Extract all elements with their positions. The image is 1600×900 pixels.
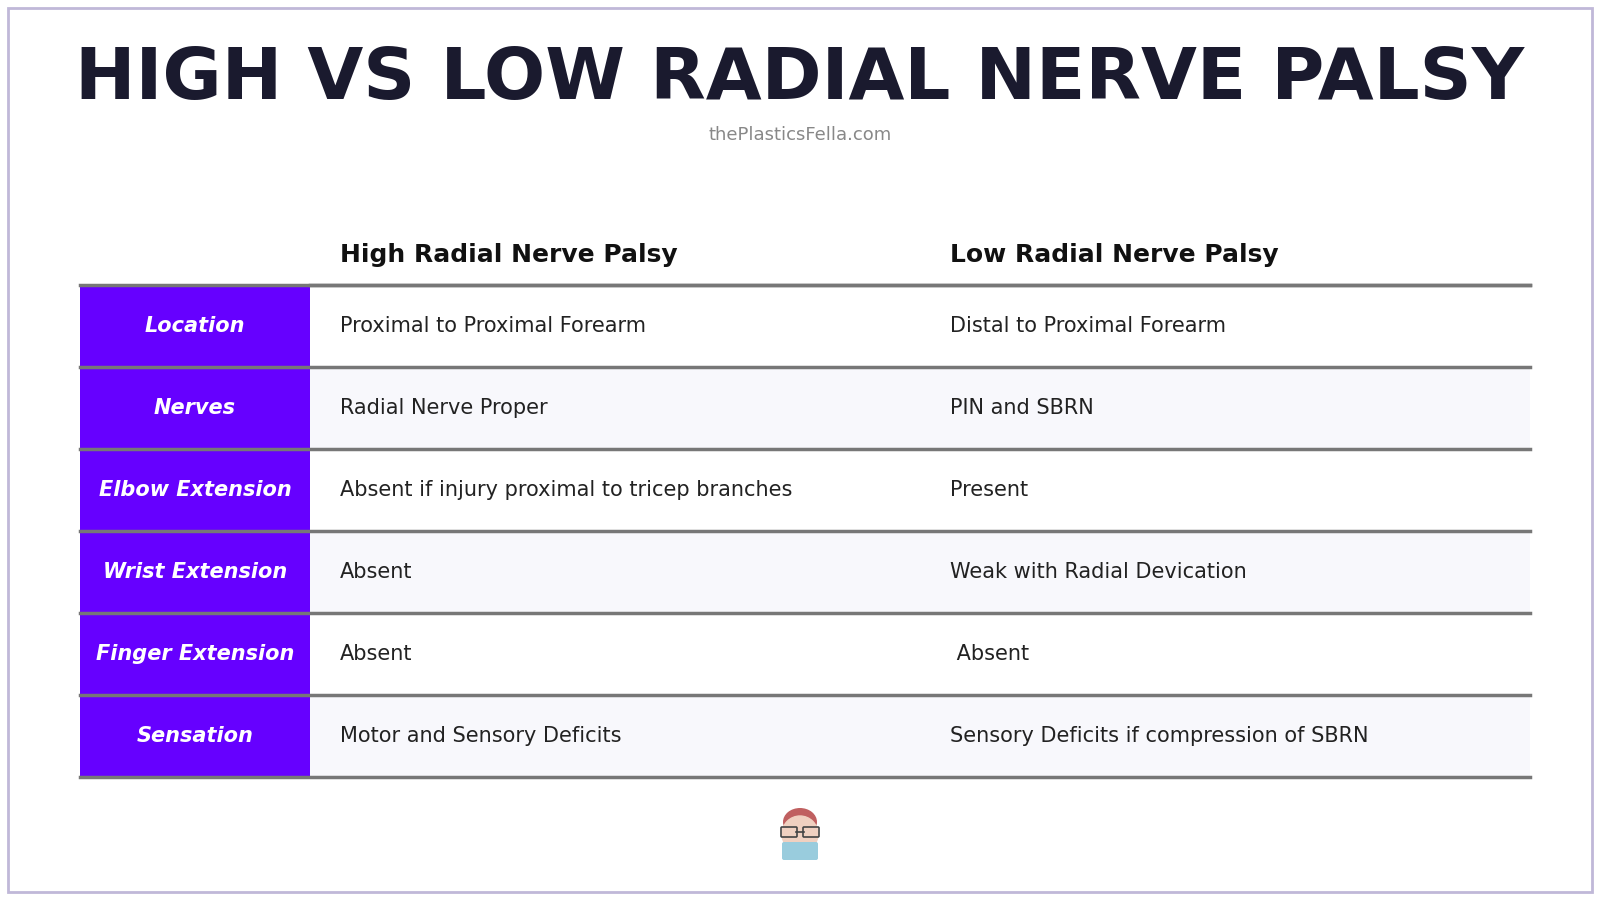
Bar (310, 449, 1530, 531)
Text: Sensory Deficits if compression of SBRN: Sensory Deficits if compression of SBRN (950, 726, 1368, 746)
Bar (80, 613, 310, 695)
Bar (80, 449, 310, 531)
Text: Sensation: Sensation (136, 726, 253, 746)
Bar (310, 613, 1530, 695)
Text: Present: Present (950, 480, 1029, 500)
Text: Absent if injury proximal to tricep branches: Absent if injury proximal to tricep bran… (339, 480, 792, 500)
Text: Absent: Absent (339, 562, 413, 582)
Bar (310, 367, 1530, 449)
Ellipse shape (782, 808, 818, 836)
Text: Low Radial Nerve Palsy: Low Radial Nerve Palsy (950, 243, 1278, 267)
Bar (80, 367, 310, 449)
Text: Proximal to Proximal Forearm: Proximal to Proximal Forearm (339, 316, 646, 336)
Bar (80, 285, 310, 367)
Bar (80, 695, 310, 777)
Text: Absent: Absent (950, 644, 1029, 664)
Text: High Radial Nerve Palsy: High Radial Nerve Palsy (339, 243, 678, 267)
Text: Absent: Absent (339, 644, 413, 664)
Text: Finger Extension: Finger Extension (96, 644, 294, 664)
Text: HIGH VS LOW RADIAL NERVE PALSY: HIGH VS LOW RADIAL NERVE PALSY (75, 46, 1525, 114)
FancyBboxPatch shape (782, 842, 818, 860)
Text: Wrist Extension: Wrist Extension (102, 562, 286, 582)
Text: Weak with Radial Devication: Weak with Radial Devication (950, 562, 1246, 582)
Text: Radial Nerve Proper: Radial Nerve Proper (339, 398, 547, 418)
Text: Motor and Sensory Deficits: Motor and Sensory Deficits (339, 726, 621, 746)
Text: Nerves: Nerves (154, 398, 237, 418)
Text: Distal to Proximal Forearm: Distal to Proximal Forearm (950, 316, 1226, 336)
Bar (310, 285, 1530, 367)
Circle shape (782, 816, 818, 852)
Text: Elbow Extension: Elbow Extension (99, 480, 291, 500)
Bar (310, 531, 1530, 613)
Text: thePlasticsFella.com: thePlasticsFella.com (709, 126, 891, 144)
Text: PIN and SBRN: PIN and SBRN (950, 398, 1094, 418)
Bar (310, 695, 1530, 777)
Bar (80, 531, 310, 613)
Text: Location: Location (144, 316, 245, 336)
